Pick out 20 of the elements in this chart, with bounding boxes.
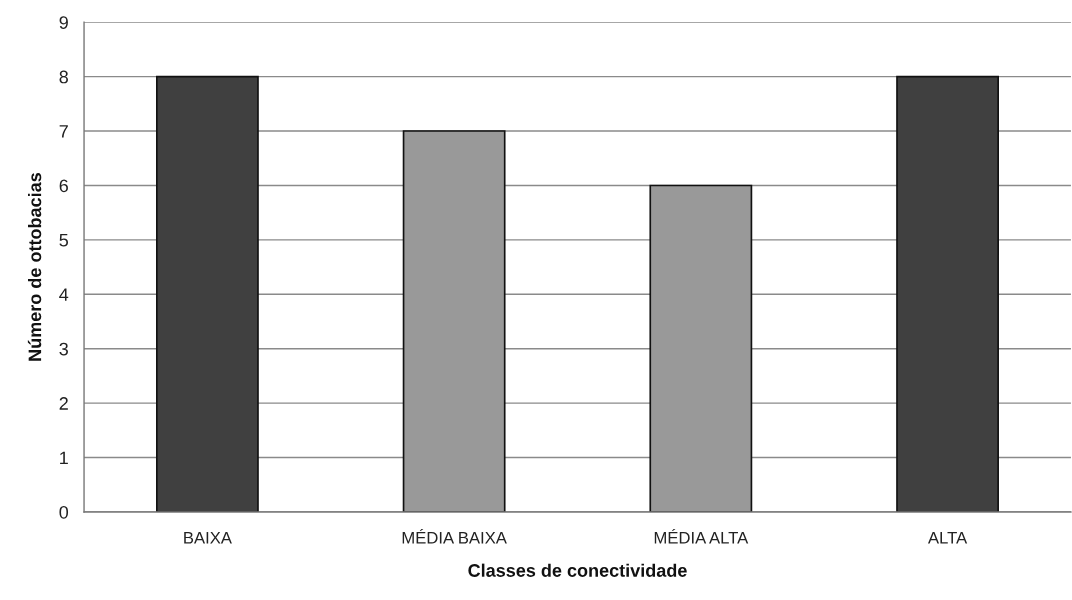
y-tick-label: 9 — [59, 16, 68, 29]
y-tick-label: 5 — [59, 234, 69, 247]
y-tick-label: 2 — [59, 397, 68, 410]
y-tick-label: 8 — [59, 70, 68, 84]
bar — [649, 184, 753, 512]
x-tick-label: MÉDIA BAIXA — [402, 529, 507, 544]
y-tick-label: 7 — [59, 125, 68, 138]
bar — [402, 130, 506, 512]
x-tick-label: MÉDIA ALTA — [654, 529, 749, 544]
x-tick-label: BAIXA — [184, 532, 232, 544]
y-tick-label: 4 — [59, 288, 69, 301]
x-tick-label: ALTA — [927, 532, 968, 544]
y-tick-label: 3 — [59, 342, 68, 356]
bar — [155, 75, 259, 512]
x-axis-title: Classes de conectividade — [468, 563, 687, 577]
y-tick-label: 6 — [59, 179, 68, 193]
y-tick-label: 1 — [60, 451, 68, 465]
bar — [896, 75, 999, 512]
y-tick-label: 0 — [59, 505, 69, 519]
y-axis-title: Número de ottobacias — [27, 173, 42, 361]
